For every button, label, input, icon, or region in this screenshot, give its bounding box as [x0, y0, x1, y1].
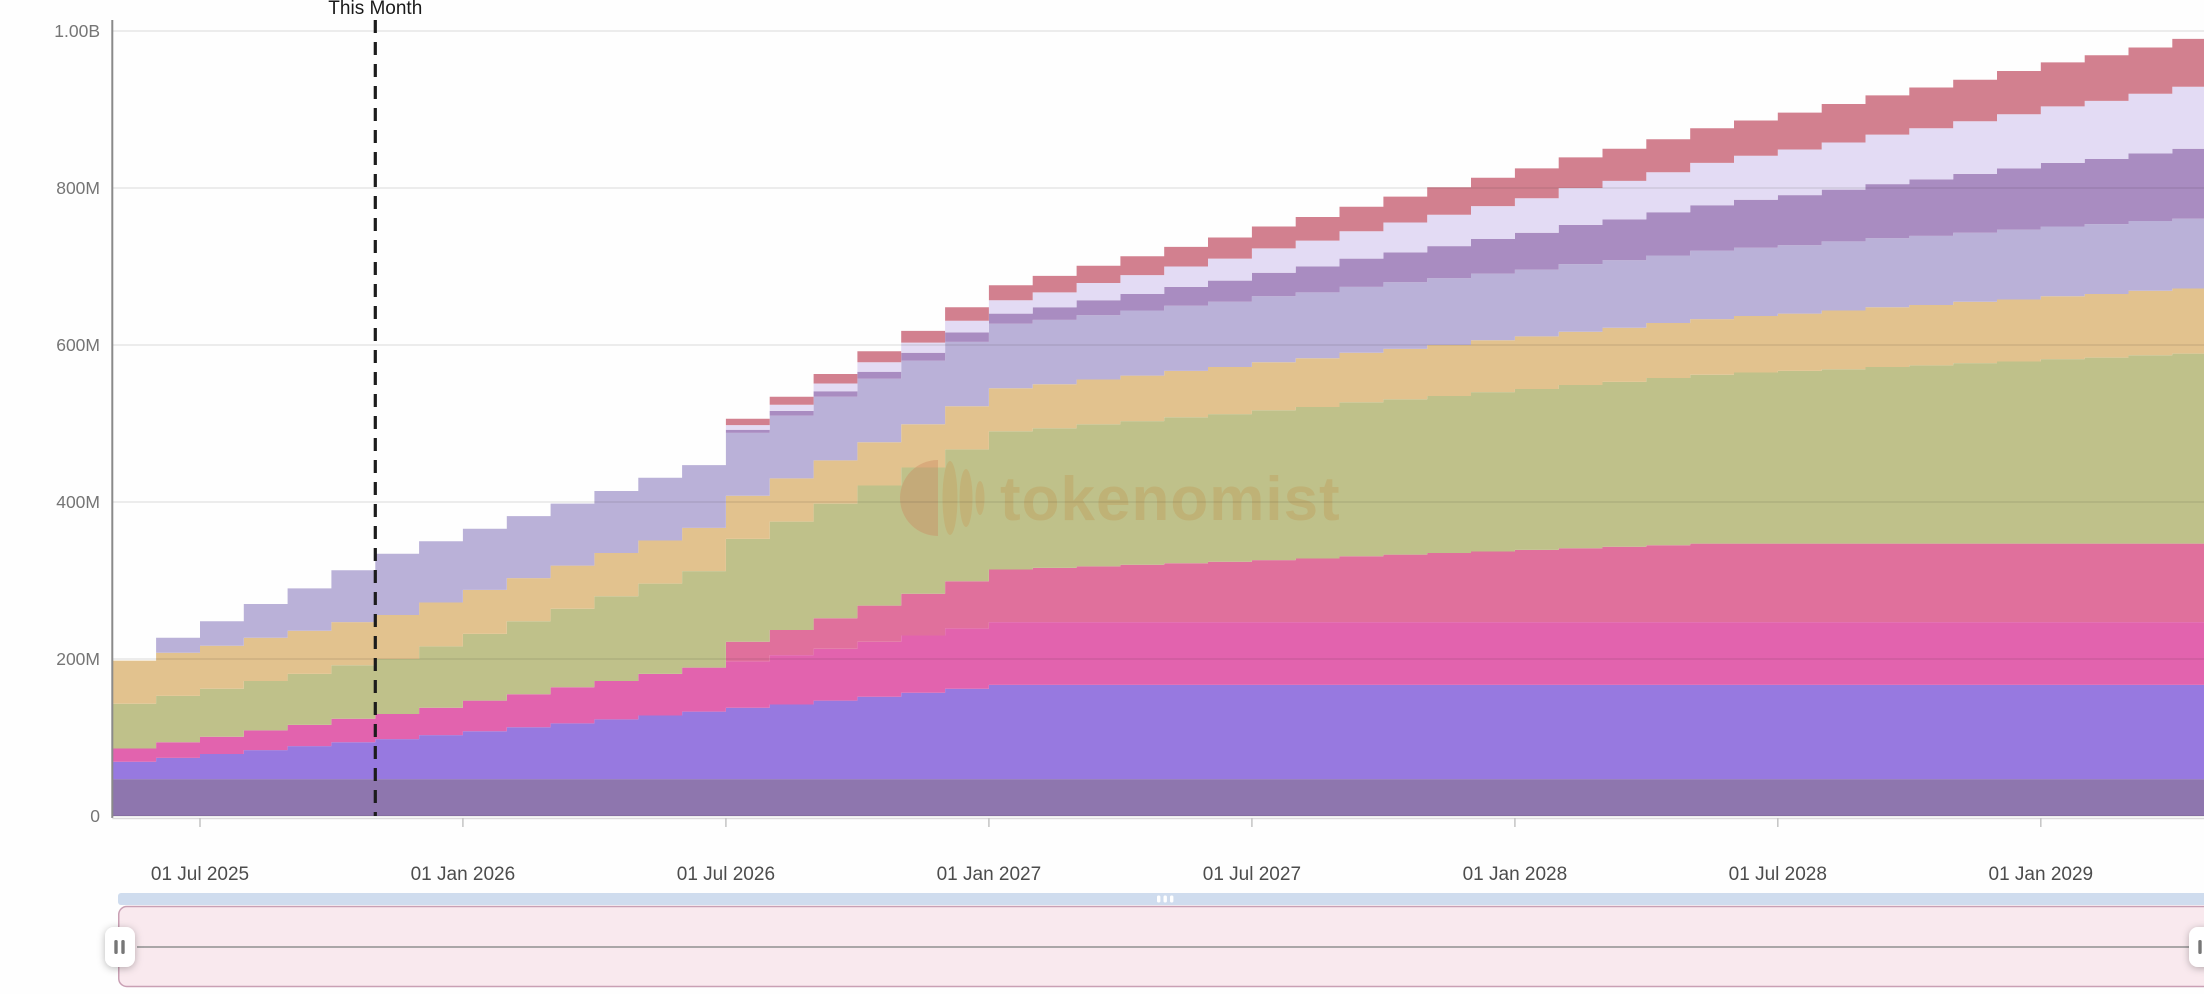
y-tick-label: 600M [56, 335, 100, 355]
slider-right-handle[interactable] [2189, 927, 2204, 967]
y-tick-label: 800M [56, 178, 100, 198]
y-tick-label: 400M [56, 492, 100, 512]
axis-labels: 1.00B 800M 600M 400M 200M 0 01 Jul 2025 01 Jan … [54, 21, 2093, 885]
slider-left-handle[interactable] [105, 927, 135, 967]
x-tick-label: 01 Jan 2029 [1989, 864, 2094, 885]
grip-bars-icon [114, 940, 125, 954]
series-area-tan [112, 288, 2204, 704]
gridlines [111, 20, 2204, 820]
date-range-slider [105, 893, 2204, 988]
grip-bars-icon [2198, 940, 2202, 954]
series-area-violet [112, 684, 2204, 780]
series-area-magenta [112, 622, 2204, 762]
y-tick-label: 200M [56, 649, 100, 669]
watermark-text: tokenomist [1000, 465, 1341, 534]
x-tick-label: 01 Jan 2027 [937, 864, 1042, 885]
tokenomist-logo-icon [900, 460, 985, 536]
slider-scroll-grip-icon[interactable] [1157, 895, 1174, 903]
y-tick-label: 1.00B [54, 21, 100, 41]
series-area-rose [112, 543, 2204, 749]
x-tick-label: 01 Jul 2025 [151, 864, 249, 885]
series-area-mauve [112, 148, 2204, 661]
series-area-lavender [112, 86, 2204, 661]
x-tick-label: 01 Jan 2028 [1463, 864, 1568, 885]
series-area-periwinkle [112, 218, 2204, 661]
x-tick-label: 01 Jul 2028 [1729, 864, 1827, 885]
x-tick-label: 01 Jul 2027 [1203, 864, 1301, 885]
series-area-olive [112, 353, 2204, 749]
stacked-area-series[interactable] [112, 38, 2204, 816]
tokenomist-watermark: tokenomist [900, 460, 1341, 536]
x-tick-label: 01 Jan 2026 [411, 864, 516, 885]
series-area-purple [112, 779, 2204, 816]
series-area-red [112, 38, 2204, 661]
slider-scroll-track[interactable] [118, 893, 2204, 905]
this-month-label: This Month [328, 0, 422, 19]
this-month-marker: This Month [328, 0, 422, 816]
y-tick-label: 0 [90, 806, 100, 826]
x-tick-label: 01 Jul 2026 [677, 864, 775, 885]
